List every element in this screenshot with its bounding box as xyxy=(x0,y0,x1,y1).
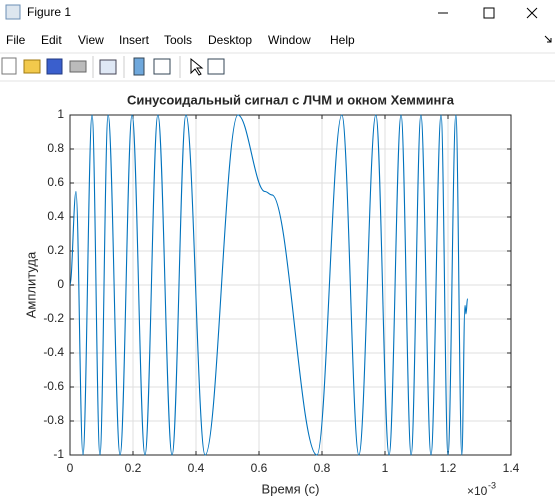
y-tick-label: 0.2 xyxy=(47,243,64,257)
menu-bar xyxy=(0,28,555,53)
open-icon[interactable] xyxy=(23,59,41,74)
close-button[interactable] xyxy=(526,7,538,19)
menu-item[interactable]: Edit xyxy=(41,33,62,47)
menu-item[interactable]: Help xyxy=(330,33,355,47)
y-tick-label: -0.2 xyxy=(43,311,64,325)
x-multiplier: ×10 xyxy=(467,484,488,498)
menu-item[interactable]: Window xyxy=(268,33,311,47)
menu-item[interactable]: Tools xyxy=(164,33,192,47)
legend-icon[interactable] xyxy=(153,58,171,75)
x-tick-label: 0 xyxy=(67,461,74,475)
toolbar xyxy=(1,56,225,78)
print-icon[interactable] xyxy=(69,60,87,73)
y-tick-label: -0.6 xyxy=(43,379,64,393)
x-tick-label: 0.4 xyxy=(188,461,205,475)
x-axis-label: Время (с) xyxy=(262,481,320,496)
x-tick-label: 0.2 xyxy=(125,461,142,475)
y-tick-label: 0 xyxy=(57,277,64,291)
y-axis-label: Амплитуда xyxy=(23,251,38,318)
new-icon[interactable] xyxy=(1,57,17,75)
menu-item[interactable]: Desktop xyxy=(208,33,252,47)
x-tick-label: 1 xyxy=(382,461,389,475)
maximize-button[interactable] xyxy=(483,7,495,19)
property-inspector-icon[interactable] xyxy=(207,58,225,75)
save-icon[interactable] xyxy=(46,58,63,75)
y-tick-label: 0.6 xyxy=(47,175,64,189)
x-multiplier-exponent: -3 xyxy=(488,480,496,490)
y-tick-label: -0.4 xyxy=(43,345,64,359)
x-tick-label: 0.6 xyxy=(251,461,268,475)
chart-title: Синусоидальный сигнал с ЛЧМ и окном Хемм… xyxy=(127,92,455,107)
y-tick-label: 0.8 xyxy=(47,141,64,155)
dock-arrow[interactable] xyxy=(544,35,552,43)
x-tick-label: 1.4 xyxy=(503,461,520,475)
y-tick-label: 1 xyxy=(57,107,64,121)
y-tick-label: -0.8 xyxy=(43,413,64,427)
x-tick-label: 0.8 xyxy=(314,461,331,475)
edit-plot-icon[interactable] xyxy=(190,57,204,76)
y-tick-label: 0.4 xyxy=(47,209,64,223)
window-title: Figure 1 xyxy=(27,5,71,19)
y-tick-label: -1 xyxy=(53,447,64,461)
print-preview-icon[interactable] xyxy=(99,59,117,75)
menu-item[interactable]: View xyxy=(78,33,104,47)
colorbar-icon[interactable] xyxy=(133,57,145,76)
window-icon xyxy=(5,4,21,20)
menu-item[interactable]: Insert xyxy=(119,33,150,47)
data-line xyxy=(69,114,469,456)
x-tick-label: 1.2 xyxy=(440,461,457,475)
menu-item[interactable]: File xyxy=(6,33,26,47)
